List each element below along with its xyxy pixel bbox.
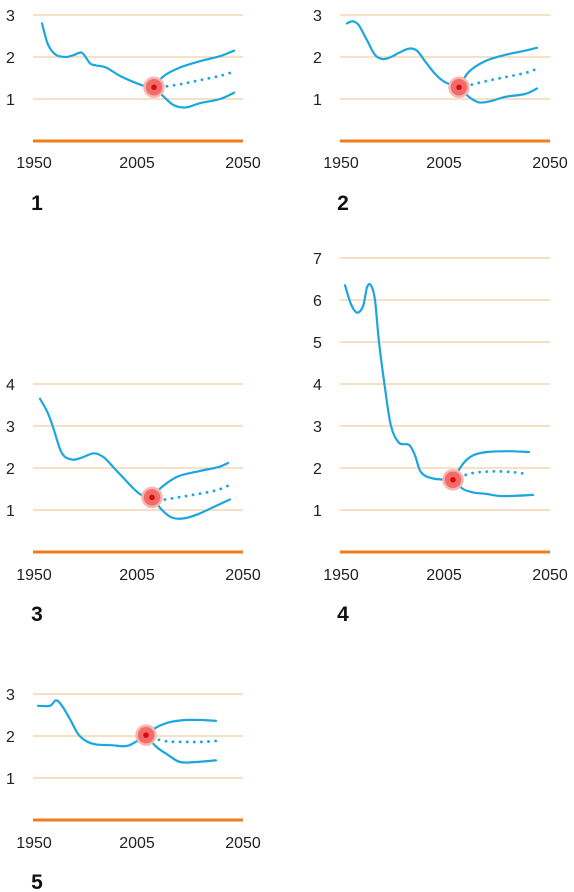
projection-line	[40, 22, 156, 89]
y-tick-label: 3	[313, 8, 322, 25]
projection-line	[38, 397, 154, 499]
y-tick-label: 3	[6, 419, 15, 436]
x-tick-label: 1950	[323, 567, 359, 584]
y-tick-label: 3	[6, 8, 15, 25]
projection-dotted-line	[150, 736, 218, 744]
projection-dotted-line	[457, 469, 531, 479]
panel-number: 4	[337, 603, 349, 626]
projection-line	[457, 86, 539, 104]
x-tick-label: 1950	[16, 567, 52, 584]
projection-dotted-line	[463, 67, 539, 88]
x-tick-label: 2050	[225, 155, 261, 172]
panel-2: 1 2 3 1950 2005 2050 2	[313, 8, 568, 215]
panel-number: 1	[31, 192, 43, 215]
current-point-dot	[456, 84, 462, 91]
y-tick-label: 1	[313, 503, 322, 520]
x-tick-label: 1950	[16, 155, 52, 172]
y-tick-label: 2	[6, 729, 15, 746]
x-tick-label: 2005	[119, 835, 155, 852]
x-tick-label: 2005	[426, 567, 462, 584]
projection-dotted-line	[158, 70, 236, 89]
panel-5: 1 2 3 1950 2005 2050 5	[6, 687, 261, 892]
projection-line	[152, 86, 236, 109]
projection-dotted-line	[156, 483, 232, 503]
projection-line	[144, 718, 218, 737]
projection-line	[451, 450, 531, 481]
current-point-dot	[143, 732, 149, 738]
y-tick-label: 6	[313, 293, 322, 310]
y-tick-label: 3	[6, 687, 15, 704]
y-tick-label: 2	[313, 50, 322, 67]
x-tick-label: 2005	[119, 155, 155, 172]
panel-number: 3	[31, 603, 43, 626]
y-tick-label: 2	[313, 461, 322, 478]
projection-line	[150, 496, 232, 520]
x-tick-label: 2050	[532, 155, 568, 172]
current-point-dot	[149, 494, 155, 501]
projection-line	[343, 283, 455, 481]
y-tick-label: 1	[6, 503, 15, 520]
x-tick-label: 2050	[225, 567, 261, 584]
y-tick-label: 1	[6, 92, 15, 109]
projection-line	[451, 478, 535, 498]
y-tick-label: 2	[6, 50, 15, 67]
y-tick-label: 1	[313, 92, 322, 109]
panel-number: 2	[337, 192, 349, 215]
projection-line	[144, 734, 218, 764]
x-tick-label: 2050	[225, 835, 261, 852]
panel-4: 1 2 3 4 5 6 7 1950 2005 2050 4	[313, 251, 568, 626]
x-tick-label: 2005	[119, 567, 155, 584]
x-tick-label: 1950	[323, 155, 359, 172]
current-point-dot	[450, 476, 456, 483]
y-tick-label: 3	[313, 419, 322, 436]
y-tick-label: 5	[313, 335, 322, 352]
projection-line	[150, 461, 230, 499]
projection-line	[152, 49, 236, 89]
panel-3: 1 2 3 4 1950 2005 2050 3	[6, 377, 261, 626]
y-tick-label: 7	[313, 251, 322, 268]
x-tick-label: 2005	[426, 155, 462, 172]
x-tick-label: 1950	[16, 835, 52, 852]
projection-line	[345, 20, 461, 89]
panel-number: 5	[31, 871, 43, 892]
x-tick-label: 2050	[532, 567, 568, 584]
y-tick-label: 1	[6, 771, 15, 788]
projection-line	[457, 46, 539, 89]
y-tick-label: 4	[313, 377, 322, 394]
y-tick-label: 2	[6, 461, 15, 478]
panel-1: 1 2 3 1950 2005 2050 1	[6, 8, 261, 215]
y-tick-label: 4	[6, 377, 15, 394]
current-point-dot	[151, 84, 157, 91]
projection-line	[36, 699, 148, 748]
